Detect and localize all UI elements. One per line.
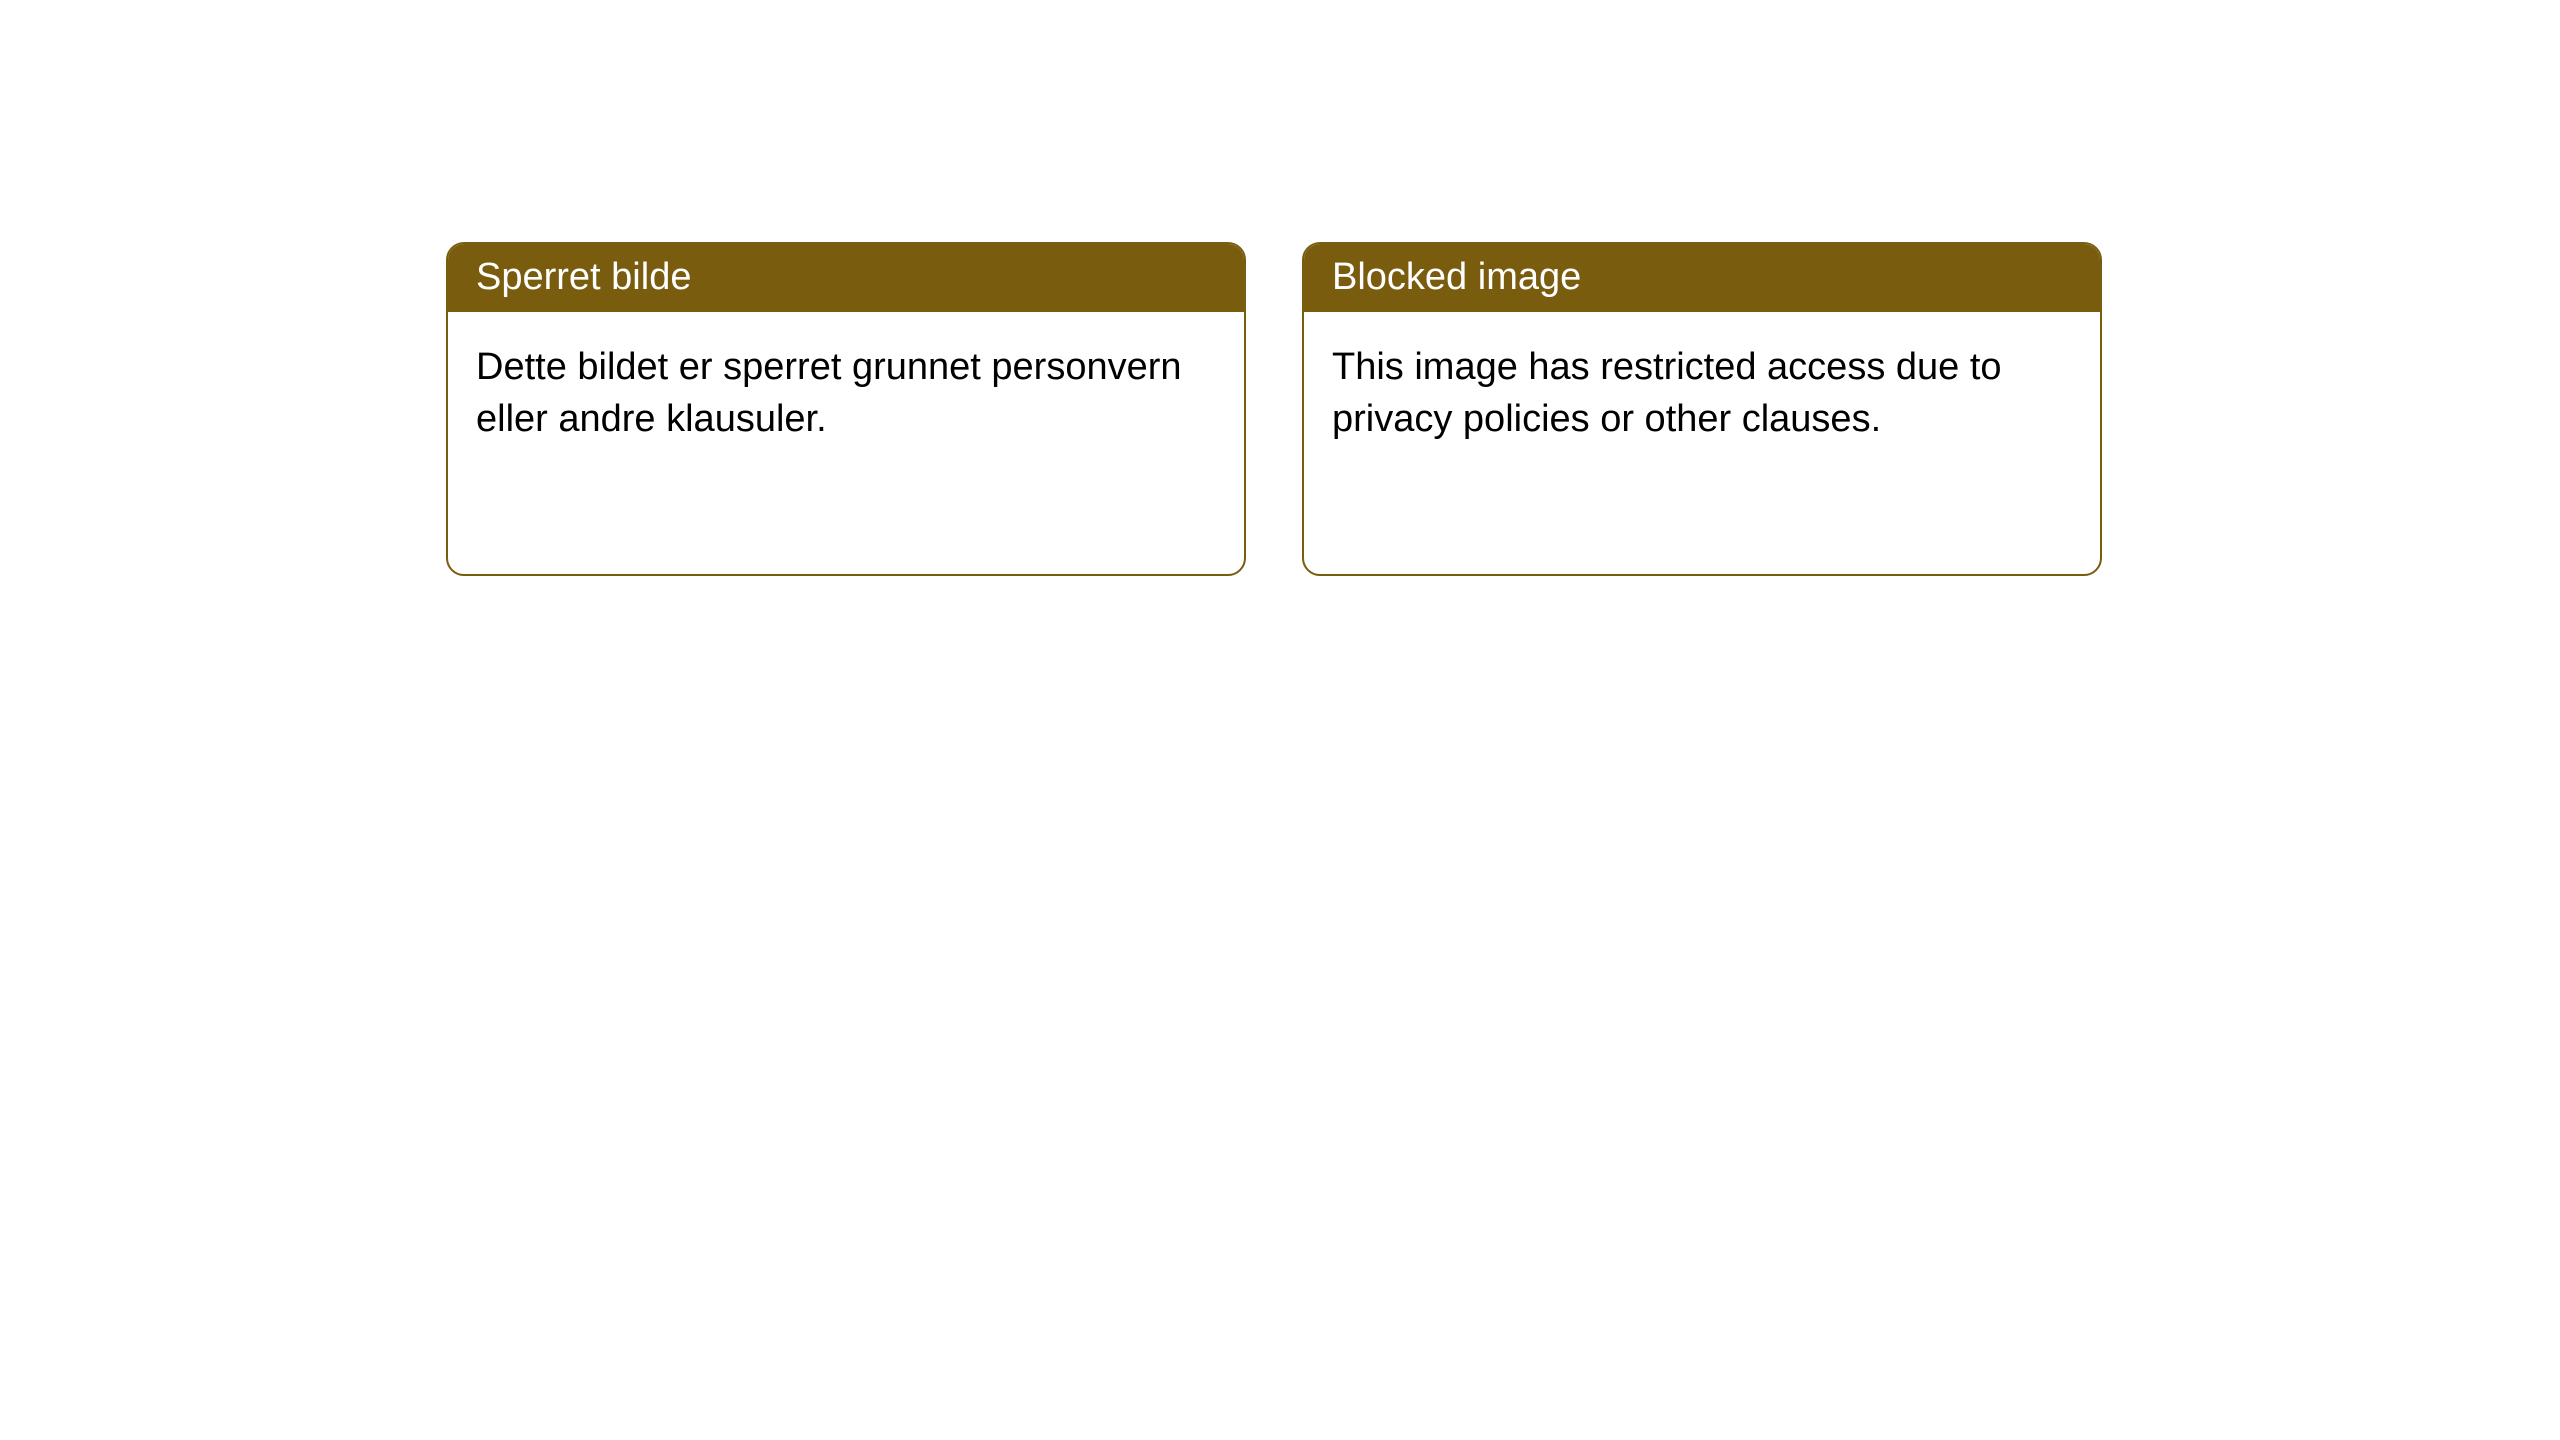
card-message-en: This image has restricted access due to … xyxy=(1332,346,2002,439)
card-header-en: Blocked image xyxy=(1304,244,2100,312)
card-title-en: Blocked image xyxy=(1332,256,1581,298)
card-body-en: This image has restricted access due to … xyxy=(1304,312,2100,475)
notice-card-no: Sperret bilde Dette bildet er sperret gr… xyxy=(446,242,1246,576)
card-header-no: Sperret bilde xyxy=(448,244,1244,312)
notice-container: Sperret bilde Dette bildet er sperret gr… xyxy=(0,0,2560,576)
card-body-no: Dette bildet er sperret grunnet personve… xyxy=(448,312,1244,475)
notice-card-en: Blocked image This image has restricted … xyxy=(1302,242,2102,576)
card-message-no: Dette bildet er sperret grunnet personve… xyxy=(476,346,1182,439)
card-title-no: Sperret bilde xyxy=(476,256,691,298)
